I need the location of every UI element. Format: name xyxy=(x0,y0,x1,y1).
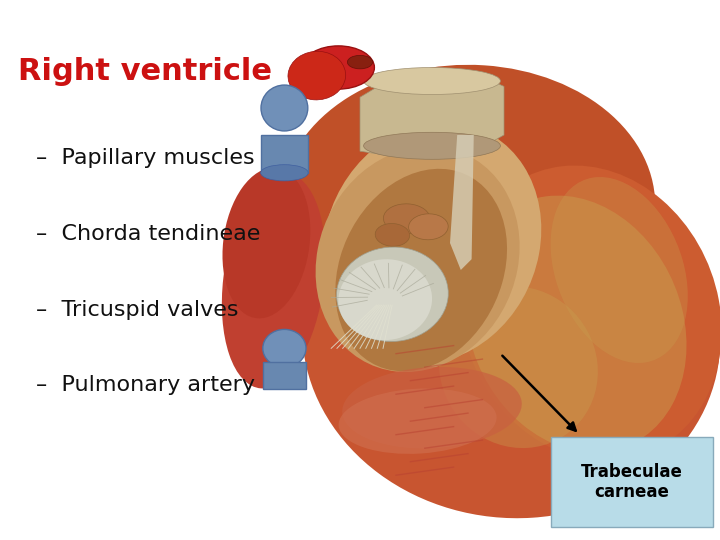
FancyBboxPatch shape xyxy=(551,437,713,526)
Ellipse shape xyxy=(281,65,655,346)
Ellipse shape xyxy=(336,247,449,341)
Ellipse shape xyxy=(384,204,430,234)
Polygon shape xyxy=(263,362,306,389)
Ellipse shape xyxy=(336,169,507,371)
Text: –  Tricuspid valves: – Tricuspid valves xyxy=(36,300,238,320)
Ellipse shape xyxy=(323,122,541,364)
Ellipse shape xyxy=(302,151,720,518)
Ellipse shape xyxy=(364,132,500,159)
Ellipse shape xyxy=(288,51,346,100)
Text: –  Papillary muscles: – Papillary muscles xyxy=(36,148,255,168)
Polygon shape xyxy=(261,135,308,173)
Text: Trabeculae
carneae: Trabeculae carneae xyxy=(581,463,683,501)
Ellipse shape xyxy=(375,224,410,246)
Ellipse shape xyxy=(409,214,448,240)
Text: –  Pulmonary artery: – Pulmonary artery xyxy=(36,375,255,395)
Ellipse shape xyxy=(551,177,688,363)
Ellipse shape xyxy=(261,85,308,131)
Ellipse shape xyxy=(466,195,686,453)
Ellipse shape xyxy=(222,173,325,388)
Ellipse shape xyxy=(347,56,373,69)
Text: –  Chorda tendineae: – Chorda tendineae xyxy=(36,224,261,244)
Ellipse shape xyxy=(459,166,720,461)
Ellipse shape xyxy=(222,167,310,319)
Ellipse shape xyxy=(315,146,520,372)
Ellipse shape xyxy=(338,259,432,340)
Polygon shape xyxy=(450,135,474,270)
Ellipse shape xyxy=(364,68,500,94)
Ellipse shape xyxy=(338,388,497,454)
Ellipse shape xyxy=(302,46,374,89)
Ellipse shape xyxy=(342,367,522,449)
Ellipse shape xyxy=(263,329,306,367)
Ellipse shape xyxy=(439,286,598,448)
Polygon shape xyxy=(360,70,504,157)
Text: Right ventricle: Right ventricle xyxy=(18,57,272,86)
Ellipse shape xyxy=(261,165,308,181)
